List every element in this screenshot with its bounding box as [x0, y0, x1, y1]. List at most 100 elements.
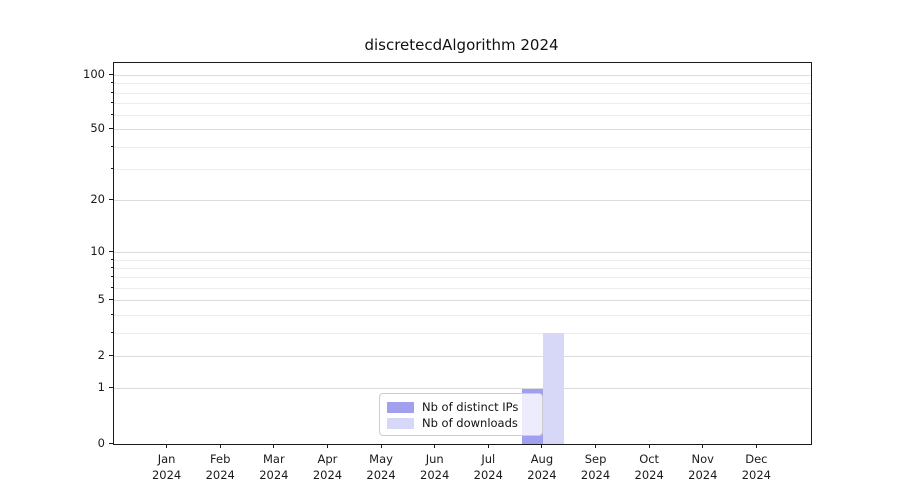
legend-label: Nb of downloads	[422, 416, 518, 430]
minor-gridline	[114, 277, 811, 279]
legend-row: Nb of distinct IPs	[387, 399, 534, 415]
legend-label: Nb of distinct IPs	[422, 400, 519, 414]
y-tick-mark	[109, 387, 113, 389]
x-tick-mark	[595, 444, 597, 448]
x-tick-month: Jan	[157, 452, 176, 466]
x-tick-mark	[219, 444, 221, 448]
x-tick-month: Feb	[210, 452, 231, 466]
y-tick-label: 5	[97, 292, 105, 307]
x-tick-label: Dec 2024	[724, 451, 788, 483]
y-tick-mark	[109, 128, 113, 130]
x-tick-label: Jan 2024	[135, 451, 199, 483]
x-tick-month: Dec	[745, 452, 768, 466]
x-tick-year: 2024	[527, 468, 557, 482]
y-tick-mark	[109, 199, 113, 201]
x-tick-label: Nov 2024	[671, 451, 735, 483]
y-tick-mark	[109, 73, 113, 75]
x-tick-label: Jul 2024	[456, 451, 520, 483]
x-tick-label: Jun 2024	[403, 451, 467, 483]
y-tick-label: 100	[83, 66, 105, 81]
x-tick-label: Mar 2024	[242, 451, 306, 483]
minor-gridline	[114, 314, 811, 316]
x-tick-month: Apr	[317, 452, 338, 466]
major-gridline	[114, 300, 811, 302]
x-tick-month: Oct	[639, 452, 660, 466]
x-tick-year: 2024	[259, 468, 289, 482]
x-tick-month: Sep	[584, 452, 607, 466]
bar-nb-of-downloads	[542, 333, 564, 444]
y-tick-mark	[109, 442, 113, 444]
y-tick-mark	[109, 299, 113, 301]
x-tick-month: May	[369, 452, 393, 466]
x-tick-mark	[487, 444, 489, 448]
y-minor-tick-mark	[111, 267, 113, 269]
minor-gridline	[114, 288, 811, 290]
y-minor-tick-mark	[111, 287, 113, 289]
y-tick-mark	[109, 250, 113, 252]
x-tick-year: 2024	[473, 468, 503, 482]
x-tick-label: Sep 2024	[564, 451, 628, 483]
major-gridline	[114, 200, 811, 202]
x-tick-month: Aug	[530, 452, 554, 466]
x-tick-mark	[326, 444, 328, 448]
y-minor-tick-mark	[111, 276, 113, 278]
x-tick-mark	[166, 444, 168, 448]
x-tick-mark	[755, 444, 757, 448]
x-tick-month: Mar	[262, 452, 285, 466]
x-tick-year: 2024	[205, 468, 235, 482]
legend-swatch	[387, 417, 414, 429]
y-minor-tick-mark	[111, 102, 113, 104]
y-minor-tick-mark	[111, 82, 113, 84]
y-minor-tick-mark	[111, 145, 113, 147]
x-tick-year: 2024	[366, 468, 396, 482]
major-gridline	[114, 388, 811, 390]
x-tick-year: 2024	[580, 468, 611, 482]
minor-gridline	[114, 268, 811, 270]
major-gridline	[114, 251, 811, 253]
x-tick-mark	[273, 444, 275, 448]
x-tick-year: 2024	[688, 468, 718, 482]
major-gridline	[114, 355, 811, 357]
minor-gridline	[114, 103, 811, 105]
minor-gridline	[114, 332, 811, 334]
legend: Nb of distinct IPs Nb of downloads	[379, 393, 543, 436]
x-tick-mark	[702, 444, 704, 448]
y-tick-label: 10	[90, 243, 105, 258]
x-tick-label: Oct 2024	[617, 451, 681, 483]
x-tick-year: 2024	[420, 468, 450, 482]
minor-gridline	[114, 92, 811, 94]
major-gridline	[114, 129, 811, 131]
plot-area	[113, 62, 812, 445]
minor-gridline	[114, 146, 811, 148]
y-minor-tick-mark	[111, 331, 113, 333]
chart-title: discretecdAlgorithm 2024	[364, 36, 559, 54]
y-tick-label: 20	[90, 192, 105, 207]
x-tick-mark	[380, 444, 382, 448]
legend-row: Nb of downloads	[387, 415, 534, 431]
x-tick-month: Nov	[691, 452, 714, 466]
y-tick-mark	[109, 354, 113, 356]
y-minor-tick-mark	[111, 114, 113, 116]
minor-gridline	[114, 83, 811, 85]
x-tick-label: Feb 2024	[188, 451, 252, 483]
minor-gridline	[114, 115, 811, 117]
x-tick-mark	[541, 444, 543, 448]
x-tick-label: Apr 2024	[295, 451, 359, 483]
y-minor-tick-mark	[111, 91, 113, 93]
x-tick-year: 2024	[151, 468, 182, 482]
y-minor-tick-mark	[111, 168, 113, 170]
y-tick-label: 1	[97, 380, 105, 395]
legend-swatch	[387, 401, 414, 413]
y-minor-tick-mark	[111, 313, 113, 315]
x-tick-year: 2024	[741, 468, 772, 482]
y-tick-label: 50	[90, 121, 105, 136]
x-tick-year: 2024	[634, 468, 664, 482]
y-tick-label: 2	[97, 347, 105, 362]
x-tick-month: Jul	[481, 452, 496, 466]
x-tick-year: 2024	[312, 468, 343, 482]
major-gridline	[114, 74, 811, 76]
x-tick-mark	[434, 444, 436, 448]
x-tick-label: May 2024	[349, 451, 413, 483]
x-tick-month: Jun	[425, 452, 444, 466]
